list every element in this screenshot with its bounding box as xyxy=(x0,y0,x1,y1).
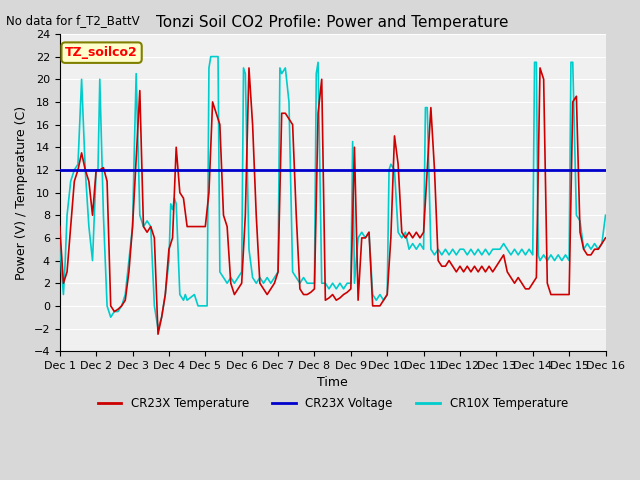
Title: Tonzi Soil CO2 Profile: Power and Temperature: Tonzi Soil CO2 Profile: Power and Temper… xyxy=(156,15,509,30)
X-axis label: Time: Time xyxy=(317,376,348,389)
Text: TZ_soilco2: TZ_soilco2 xyxy=(65,46,138,59)
Legend: CR23X Temperature, CR23X Voltage, CR10X Temperature: CR23X Temperature, CR23X Voltage, CR10X … xyxy=(93,393,573,415)
Text: No data for f_T2_BattV: No data for f_T2_BattV xyxy=(6,14,140,27)
Y-axis label: Power (V) / Temperature (C): Power (V) / Temperature (C) xyxy=(15,106,28,280)
